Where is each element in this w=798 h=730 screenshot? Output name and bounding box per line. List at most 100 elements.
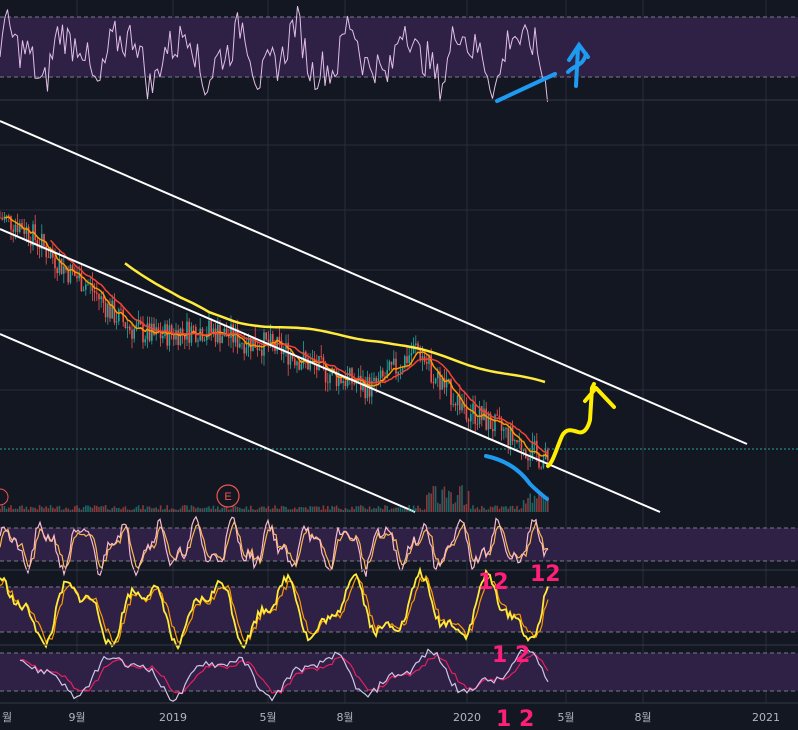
volume-bar [478, 509, 481, 512]
volume-bar [1, 505, 3, 512]
volume-bar [25, 506, 28, 512]
volume-bar [153, 508, 155, 512]
volume-bar [239, 507, 241, 512]
volume-bar [199, 508, 201, 512]
volume-bar [254, 509, 256, 512]
volume-bar [529, 493, 531, 512]
yellow-target-arrow [546, 382, 616, 468]
candle-body [511, 426, 514, 442]
volume-bar [131, 509, 133, 512]
volume-bar [151, 508, 153, 512]
candle-body [3, 216, 6, 220]
volume-bar [80, 509, 83, 512]
volume-bar [324, 509, 327, 512]
volume-bar [245, 506, 248, 512]
candle-body [456, 395, 459, 406]
volume-bar [267, 506, 270, 512]
candle-body [426, 361, 428, 364]
candle-body [49, 251, 52, 258]
candle-body [441, 378, 443, 390]
volume-bar [401, 508, 404, 512]
volume-bar [291, 509, 294, 512]
candle-body [340, 375, 342, 383]
volume-bar [340, 509, 342, 512]
x-tick-label: 5월 [557, 711, 574, 724]
volume-bar [346, 509, 349, 512]
candle-body [71, 265, 74, 271]
candle-body [34, 224, 36, 240]
candle-body [379, 370, 382, 379]
volume-bar [192, 506, 195, 512]
candle-body [243, 343, 245, 354]
candle-body [151, 323, 153, 341]
volume-bar [19, 506, 21, 512]
candle-body [144, 339, 146, 343]
volume-bar [0, 508, 1, 512]
candle-body [74, 270, 76, 277]
volume-bar [168, 509, 171, 512]
volume-bar [419, 508, 421, 512]
volume-bar [115, 508, 118, 512]
earnings-marker[interactable] [216, 484, 240, 508]
volume-bar [516, 505, 518, 512]
volume-bar [351, 506, 353, 512]
volume-bar [430, 493, 432, 512]
candle-body [492, 428, 494, 432]
candle-body [82, 289, 85, 292]
volume-bar [417, 505, 419, 512]
candle-body [129, 326, 131, 330]
volume-bar [300, 506, 303, 512]
volume-bar [159, 505, 162, 512]
volume-bar [364, 508, 366, 512]
volume-bar [476, 507, 479, 512]
volume-bar [335, 505, 338, 512]
candle-body [67, 269, 69, 283]
candle-body [412, 344, 415, 354]
candle-body [344, 380, 347, 387]
candle-body [518, 440, 520, 443]
volume-bar [214, 508, 217, 512]
candle-body [307, 358, 309, 370]
volume-bar [230, 508, 232, 512]
candle-body [496, 414, 498, 416]
candle-body [463, 403, 465, 408]
volume-bar [481, 505, 483, 512]
volume-bar [472, 505, 474, 512]
pink-annotation-label: 1 2 [496, 707, 534, 730]
volume-bar [514, 508, 516, 512]
volume-bar [316, 506, 318, 512]
volume-bar [179, 508, 182, 512]
volume-bar [173, 508, 175, 512]
volume-bar [461, 485, 463, 512]
candle-body [476, 423, 479, 425]
candle-body [113, 300, 116, 323]
volume-bar [135, 506, 138, 512]
volume-bar [443, 486, 446, 512]
volume-bar [274, 505, 276, 512]
volume-bar [511, 505, 514, 512]
volume-bar [542, 494, 545, 512]
candle-body [485, 408, 487, 430]
candle-body [309, 360, 311, 370]
candle-body [230, 324, 232, 338]
candle-body [320, 355, 322, 358]
volume-bar [38, 505, 41, 512]
candle-body [294, 358, 296, 366]
volume-bar [307, 509, 309, 512]
candle-body [131, 329, 133, 339]
volume-bar [393, 508, 395, 512]
candle-body [118, 309, 120, 322]
candle-body [494, 414, 496, 432]
volume-bar [93, 505, 96, 512]
volume-bar [74, 506, 76, 512]
candle-body [364, 380, 366, 399]
pink-annotation-label: 12 [530, 562, 561, 587]
volume-bar [362, 506, 364, 512]
volume-bar [252, 509, 254, 512]
volume-bar [217, 506, 219, 512]
volume-bar [353, 509, 355, 512]
volume-bar [536, 498, 538, 512]
volume-bar [487, 509, 490, 512]
candle-body [382, 370, 384, 377]
volume-bar [423, 509, 426, 512]
